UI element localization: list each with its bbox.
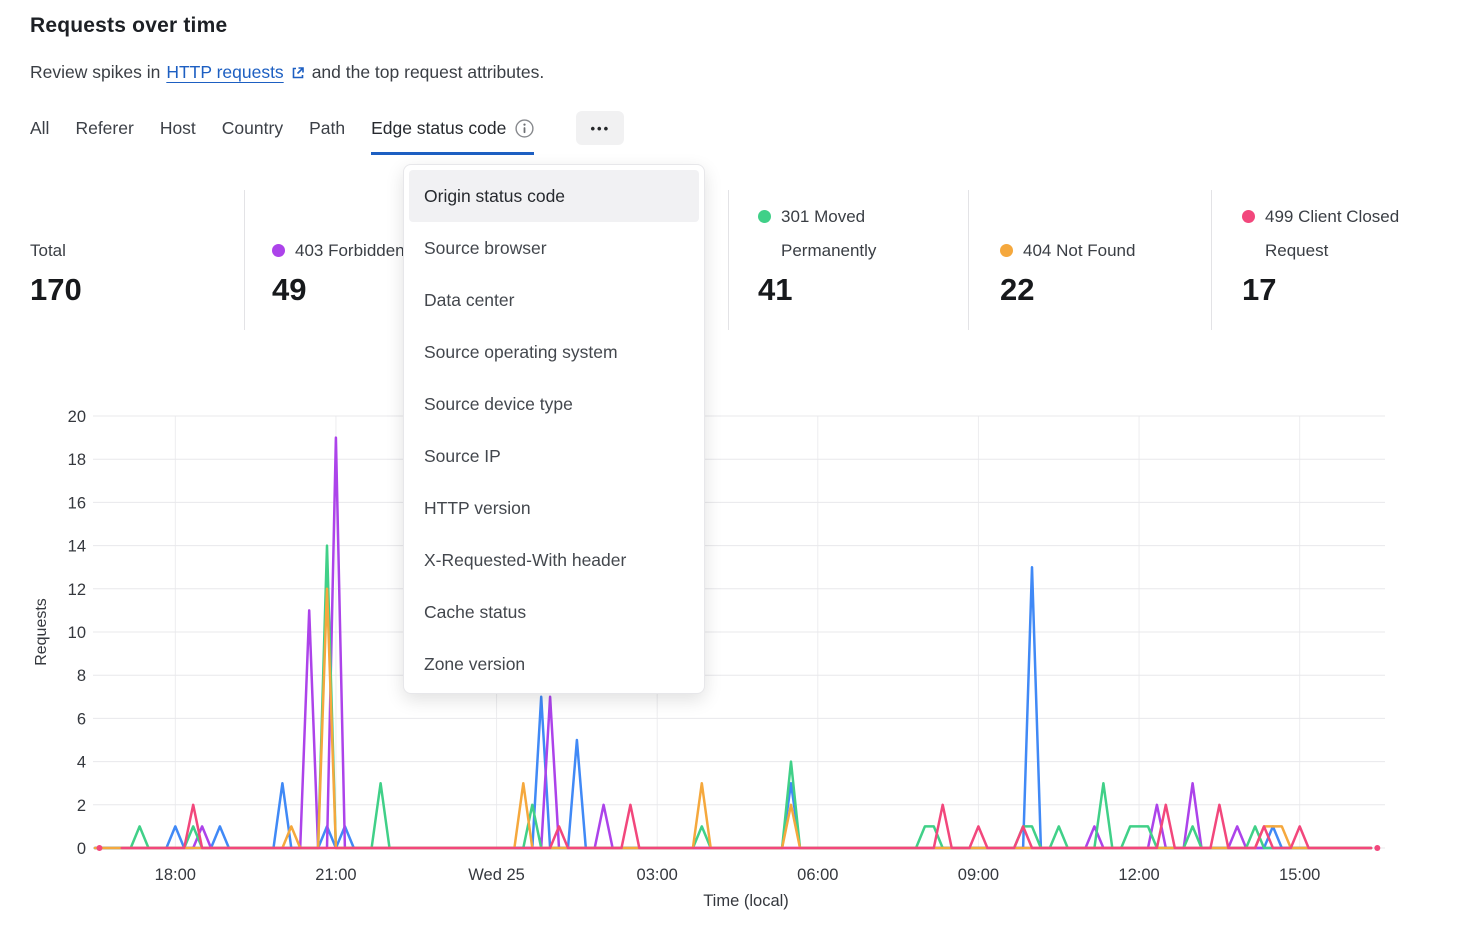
description-prefix: Review spikes in — [30, 62, 161, 82]
description-suffix: and the top request attributes. — [311, 62, 545, 82]
tab-country[interactable]: Country — [221, 118, 284, 138]
menu-item-http-version[interactable]: HTTP version — [424, 497, 531, 518]
y-tick-label: 6 — [77, 710, 86, 728]
stat-label: 404 Not Found — [1023, 241, 1136, 260]
attribute-tabs: All Referer Host Country Path Edge statu… — [30, 111, 625, 155]
stat-label: 499 Client Closed Request — [1265, 207, 1400, 260]
y-tick-label: 8 — [77, 667, 86, 685]
series-line-499-client-closed-request — [120, 803, 1373, 850]
y-tick-label: 16 — [68, 494, 86, 512]
tab-host[interactable]: Host — [159, 118, 196, 138]
attribute-dropdown-menu: Origin status code Source browser Data c… — [403, 164, 705, 694]
stat-card-404-not-found: 404 Not Found 22 — [1000, 198, 1196, 312]
series-dot-499 — [1242, 210, 1255, 223]
card-divider — [968, 190, 969, 330]
stat-label: 301 Moved Permanently — [781, 207, 877, 260]
y-tick-label: 14 — [68, 538, 86, 556]
series-dot-404 — [1000, 244, 1013, 257]
tab-referer[interactable]: Referer — [75, 118, 134, 138]
card-divider — [1211, 190, 1212, 330]
series-dot-301 — [758, 210, 771, 223]
y-tick-label: 10 — [68, 624, 86, 642]
page-description: Review spikes in HTTP requests and the t… — [30, 62, 544, 83]
series-line-301-moved-permanently — [93, 544, 1373, 850]
y-tick-label: 2 — [77, 797, 86, 815]
series-endpoint-dot — [96, 845, 103, 851]
menu-item-cache-status[interactable]: Cache status — [424, 601, 527, 622]
stat-card-total: Total 170 — [30, 198, 230, 312]
series-endpoint-dot — [1374, 845, 1381, 851]
y-tick-label: 12 — [68, 581, 86, 599]
tab-all[interactable]: All — [30, 118, 50, 138]
tab-edge-status-code-label: Edge status code — [371, 118, 507, 138]
stat-value: 41 — [758, 272, 793, 307]
x-tick-label: 03:00 — [637, 866, 678, 884]
page-title: Requests over time — [30, 14, 228, 37]
menu-item-origin-status-code[interactable]: Origin status code — [409, 170, 699, 222]
y-tick-label: 20 — [68, 408, 86, 426]
requests-chart: 18:00 21:00 Wed 25 03:00 06:00 09:00 12:00 15:0… — [33, 408, 1385, 910]
stat-value: 17 — [1242, 272, 1277, 307]
more-tabs-button[interactable]: ••• — [576, 111, 625, 145]
x-tick-label: 06:00 — [797, 866, 838, 884]
external-link-icon — [292, 66, 304, 78]
card-divider — [244, 190, 245, 330]
stat-card-499-client-closed-request: 499 Client Closed Request 17 — [1242, 198, 1442, 312]
x-tick-label: 09:00 — [958, 866, 999, 884]
menu-item-source-device-type[interactable]: Source device type — [424, 393, 573, 414]
card-divider — [728, 190, 729, 330]
ellipsis-icon: ••• — [590, 120, 611, 136]
x-tick-label: Wed 25 — [468, 866, 525, 884]
x-axis-title: Time (local) — [703, 892, 789, 910]
menu-item-x-requested-with-header[interactable]: X-Requested-With header — [424, 549, 627, 570]
menu-item-source-operating-system[interactable]: Source operating system — [424, 341, 618, 362]
stat-label: Total — [30, 241, 66, 260]
stat-card-301-moved-permanently: 301 Moved Permanently 41 — [758, 198, 954, 312]
y-axis-title: Requests — [33, 598, 50, 666]
http-requests-link[interactable]: HTTP requests — [166, 62, 284, 82]
stat-value: 49 — [272, 272, 307, 307]
menu-item-zone-version[interactable]: Zone version — [424, 653, 526, 674]
series-dot-403 — [272, 244, 285, 257]
tab-edge-status-code[interactable]: Edge status code — [371, 118, 535, 155]
stat-value: 22 — [1000, 272, 1035, 307]
y-tick-label: 0 — [77, 840, 86, 858]
menu-item-source-browser[interactable]: Source browser — [424, 237, 547, 258]
stat-value: 170 — [30, 272, 82, 307]
y-tick-label: 18 — [68, 451, 86, 469]
menu-item-source-ip[interactable]: Source IP — [424, 445, 501, 466]
series-line-403-forbidden — [93, 436, 1373, 850]
stat-cards-row: Total 170 403 Forbidden 49 301 Moved Per… — [0, 188, 1458, 333]
menu-item-data-center[interactable]: Data center — [424, 289, 515, 310]
info-icon[interactable] — [515, 119, 534, 138]
stat-label: 403 Forbidden — [295, 241, 405, 260]
series-line--label-hidden-by-menu- — [93, 565, 1373, 850]
x-tick-label: 12:00 — [1118, 866, 1159, 884]
x-tick-label: 15:00 — [1279, 866, 1320, 884]
tab-path[interactable]: Path — [309, 118, 346, 138]
x-tick-label: 21:00 — [315, 866, 356, 884]
x-tick-label: 18:00 — [155, 866, 196, 884]
stat-card-403-forbidden: 403 Forbidden 49 — [272, 198, 472, 312]
y-tick-label: 4 — [77, 754, 86, 772]
